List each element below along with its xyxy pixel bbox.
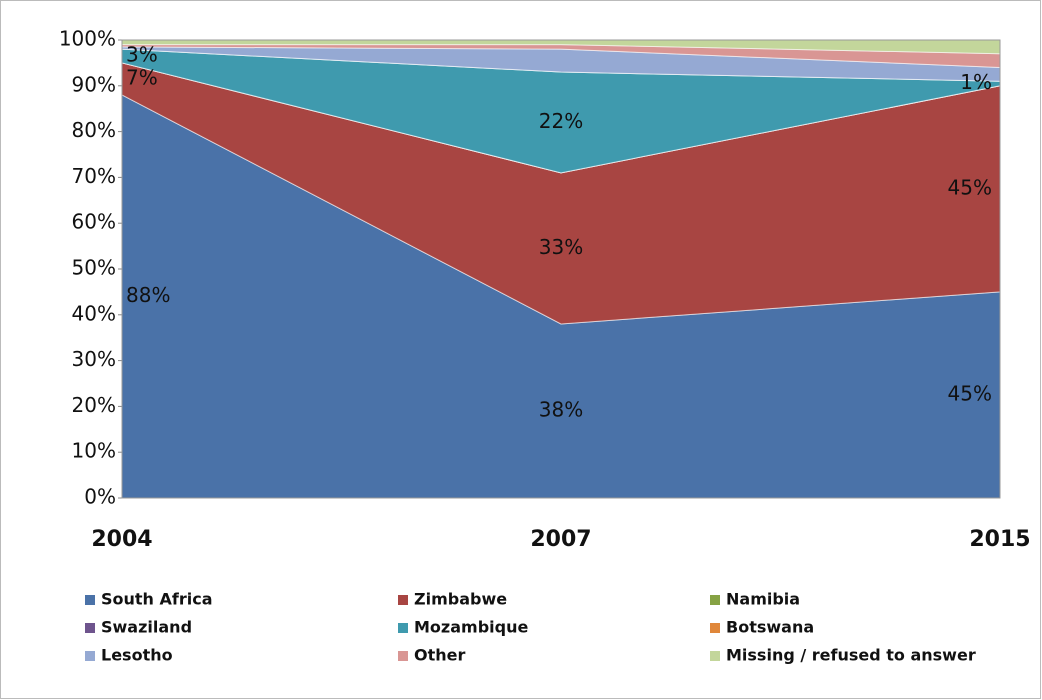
legend-swatch <box>398 623 408 633</box>
legend-swatch <box>398 595 408 605</box>
legend-label: Mozambique <box>414 618 528 637</box>
legend-label: South Africa <box>101 590 213 609</box>
legend-label: Botswana <box>726 618 814 637</box>
legend-swatch <box>85 651 95 661</box>
data-label: 33% <box>539 235 583 259</box>
data-label: 45% <box>948 175 992 199</box>
x-tick-label: 2004 <box>91 527 152 552</box>
y-tick-label: 10% <box>72 439 116 463</box>
legend-swatch <box>398 651 408 661</box>
x-tick-label: 2015 <box>969 527 1030 552</box>
legend-swatch <box>710 595 720 605</box>
legend-label: Zimbabwe <box>414 590 507 609</box>
y-tick-label: 20% <box>72 393 116 417</box>
data-label: 38% <box>539 397 583 421</box>
legend-label: Swaziland <box>101 618 192 637</box>
x-tick-label: 2007 <box>530 527 591 552</box>
legend-swatch <box>710 623 720 633</box>
legend-label: Namibia <box>726 590 800 609</box>
legend-label: Missing / refused to answer <box>726 646 976 665</box>
legend-label: Lesotho <box>101 646 173 665</box>
y-tick-label: 60% <box>72 210 116 234</box>
legend-label: Other <box>414 646 465 665</box>
y-tick-label: 90% <box>72 72 116 96</box>
y-tick-label: 80% <box>72 118 116 142</box>
data-label: 45% <box>948 381 992 405</box>
data-label: 88% <box>126 283 170 307</box>
y-tick-label: 40% <box>72 301 116 325</box>
legend-swatch <box>85 595 95 605</box>
y-tick-label: 30% <box>72 347 116 371</box>
data-label: 1% <box>960 70 992 94</box>
y-tick-label: 50% <box>72 256 116 280</box>
y-tick-label: 70% <box>72 164 116 188</box>
data-label: 7% <box>126 65 158 89</box>
plot-frame <box>121 39 1001 499</box>
y-tick-label: 100% <box>59 27 116 51</box>
legend-swatch <box>85 623 95 633</box>
legend-swatch <box>710 651 720 661</box>
data-label: 3% <box>126 43 158 67</box>
y-tick-label: 0% <box>84 485 116 509</box>
data-label: 22% <box>539 109 583 133</box>
